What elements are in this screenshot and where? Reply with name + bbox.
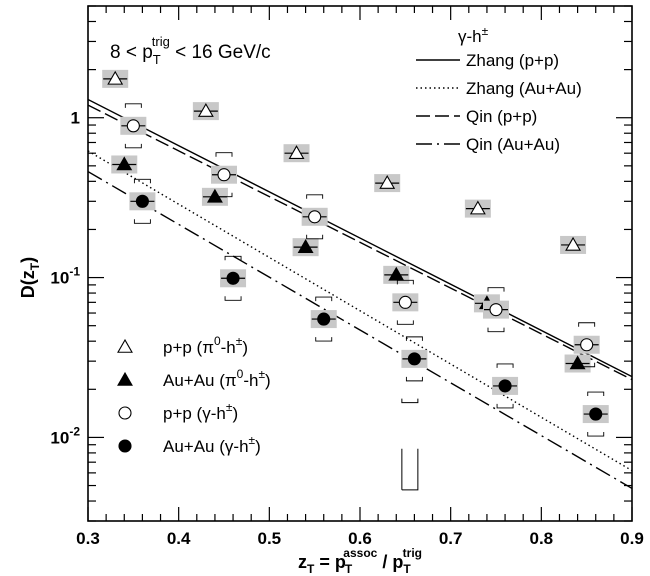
sys-bracket: [124, 103, 142, 149]
data-point: [217, 168, 231, 182]
x-tick-label: 0.7: [439, 529, 463, 548]
sys-bracket: [215, 152, 233, 198]
curve-legend-title: γ-h±: [458, 24, 489, 46]
limit-bracket: [401, 398, 419, 404]
x-tick-label: 0.9: [620, 529, 644, 548]
data-point: [317, 312, 331, 326]
data-point: [126, 119, 140, 133]
data-point: [407, 352, 421, 366]
data-point: [589, 407, 603, 421]
curve-legend-label: Zhang (p+p): [466, 51, 559, 70]
series-open-triangle: [102, 69, 587, 254]
sys-bracket: [133, 178, 151, 224]
series-filled-circle: [129, 178, 609, 437]
data-point: [297, 239, 314, 253]
series-legend-label: p+p (π0-h±): [163, 334, 248, 357]
legend-marker-filled-triangle: [117, 371, 133, 386]
data-point: [226, 271, 240, 285]
x-tick-label: 0.5: [258, 529, 282, 548]
theory-curves: [88, 98, 632, 490]
y-tick-label: 10-2: [50, 424, 80, 447]
curve-dashdot: [88, 170, 632, 490]
limit-bracket: [401, 448, 419, 491]
data-point: [498, 379, 512, 393]
curve-legend-label: Qin (Au+Au): [466, 135, 560, 154]
data-point: [116, 156, 133, 171]
x-tick-label: 0.3: [76, 529, 100, 548]
data-point: [398, 295, 412, 309]
data-point: [308, 210, 322, 224]
sys-bracket: [306, 194, 324, 240]
legend-marker-filled-circle: [118, 439, 132, 453]
data-point: [197, 103, 214, 117]
data-point: [379, 174, 396, 189]
x-tick-label: 0.8: [530, 529, 554, 548]
sys-bracket: [224, 255, 242, 301]
data-point: [107, 70, 124, 85]
x-axis-title: zT = pTassoc / pTtrig: [298, 546, 422, 576]
series-legend-label: p+p (γ-h±): [163, 400, 238, 423]
sys-bracket: [396, 279, 414, 325]
sys-bracket: [405, 336, 423, 382]
sys-bracket: [578, 322, 596, 368]
legend-marker-open-circle: [118, 406, 132, 420]
data-point: [569, 355, 586, 370]
sys-bracket: [315, 296, 333, 342]
curve-dash: [88, 104, 632, 381]
data-point: [288, 145, 305, 159]
series-filled-triangle: [111, 155, 591, 373]
data-point: [580, 338, 594, 352]
plot-area: [88, 6, 632, 521]
series-open-circle: [120, 103, 600, 368]
y-tick-label: 10-1: [50, 265, 80, 288]
curve-dotted: [88, 150, 632, 472]
background-layer: [88, 6, 632, 521]
sys-bracket: [487, 287, 505, 333]
kinematic-range-label: 8 < pTtrig < 16 GeV/c: [110, 34, 271, 67]
series-legend-label: Au+Au (π0-h±): [163, 367, 271, 390]
x-tick-label: 0.6: [348, 529, 372, 548]
sys-bracket: [587, 391, 605, 437]
sys-bracket: [496, 363, 514, 409]
data-point: [135, 194, 149, 208]
data-point: [565, 236, 582, 251]
data-point: [206, 188, 223, 203]
data-point: [388, 266, 405, 281]
data-point: [489, 303, 503, 317]
data-point: [469, 200, 486, 215]
x-tick-label: 0.4: [167, 529, 191, 548]
legends: 8 < pTtrig < 16 GeV/c γ-h± Zhang (p+p) Zhan…: [110, 24, 582, 456]
curve-legend-label: Qin (p+p): [466, 107, 537, 126]
legend-marker-open-triangle: [117, 338, 133, 353]
y-tick-label: 1: [71, 109, 80, 128]
axes: 0.3 0.4 0.5 0.6 0.7 0.8 0.9 1 10-1 10-2 zT = pTass…: [18, 5, 644, 576]
y-axis-title: D(zT): [18, 257, 42, 298]
data-points: [102, 69, 609, 491]
curve-legend-label: Zhang (Au+Au): [466, 79, 582, 98]
curve-solid: [88, 98, 632, 378]
series-legend-label: Au+Au (γ-h±): [163, 433, 261, 456]
